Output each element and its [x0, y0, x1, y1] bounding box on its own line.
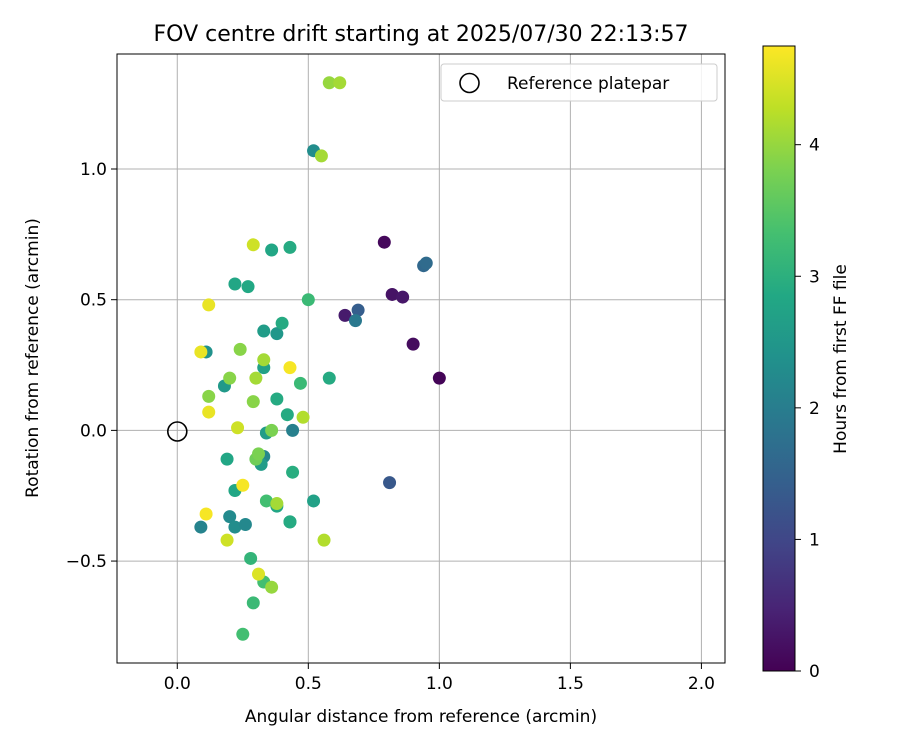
data-point	[317, 533, 331, 547]
data-point	[202, 298, 216, 312]
data-point	[338, 308, 352, 322]
data-point	[202, 405, 216, 419]
y-tick-label: 1.0	[80, 160, 107, 180]
colorbar-tick-label: 4	[809, 136, 820, 156]
data-point	[265, 243, 279, 257]
data-point	[236, 478, 250, 492]
legend-entry: Reference platepar	[507, 74, 669, 94]
x-axis-ticks: 0.0 0.5 1.0 1.5 2.0	[164, 663, 715, 694]
colorbar-tick-label: 2	[809, 399, 820, 419]
colorbar-tick-label: 0	[809, 662, 820, 682]
y-tick-label: 0.5	[80, 291, 107, 311]
data-point	[322, 76, 336, 90]
x-tick-label: 2.0	[688, 674, 715, 694]
x-tick-label: 0.5	[295, 674, 322, 694]
data-point	[228, 277, 242, 291]
data-point	[283, 515, 297, 529]
grid	[117, 54, 725, 663]
data-point	[252, 567, 266, 581]
data-point	[220, 533, 234, 547]
data-point	[223, 510, 237, 524]
data-point	[199, 507, 213, 521]
data-point	[202, 389, 216, 403]
plot-frame	[116, 53, 726, 664]
y-axis-label: Rotation from reference (arcmin)	[23, 218, 43, 498]
colorbar-gradient	[762, 45, 796, 672]
data-point	[228, 520, 242, 534]
data-point	[233, 342, 247, 356]
data-point	[238, 517, 252, 531]
data-point	[286, 465, 300, 479]
data-point	[231, 421, 245, 435]
data-point	[223, 371, 237, 385]
data-point	[194, 345, 208, 359]
data-point	[257, 324, 271, 338]
legend: Reference platepar	[440, 63, 718, 102]
x-tick-label: 1.0	[426, 674, 453, 694]
data-point	[348, 314, 362, 328]
x-axis-label: Angular distance from reference (arcmin)	[245, 707, 597, 727]
data-point	[406, 337, 420, 351]
data-point	[265, 423, 279, 437]
colorbar-tick-label: 1	[809, 530, 820, 550]
data-point	[383, 476, 397, 490]
data-point	[333, 76, 347, 90]
colorbar-tick-label: 3	[809, 267, 820, 287]
data-point	[396, 290, 410, 304]
data-point	[385, 287, 399, 301]
data-point	[286, 423, 300, 437]
data-point	[296, 410, 310, 424]
data-point	[220, 452, 234, 466]
data-point	[249, 371, 263, 385]
data-point	[270, 327, 284, 341]
data-point	[280, 408, 294, 422]
chart-title: FOV centre drift starting at 2025/07/30 …	[154, 22, 689, 47]
legend-marker	[459, 72, 480, 94]
data-point	[293, 376, 307, 390]
data-point	[257, 353, 271, 367]
data-point	[194, 520, 208, 534]
x-tick-label: 1.5	[557, 674, 584, 694]
colorbar-label: Hours from first FF file	[831, 264, 851, 454]
data-point	[259, 494, 273, 508]
colorbar: 0 1 2 3 4 Hours from first FF file	[762, 45, 851, 682]
data-point	[377, 235, 391, 249]
data-point	[246, 238, 260, 252]
data-point	[432, 371, 446, 385]
y-axis-ticks: −0.5 0.0 0.5 1.0	[66, 160, 117, 572]
data-point	[314, 149, 328, 163]
data-point	[351, 303, 365, 317]
data-point	[270, 392, 284, 406]
legend-box	[440, 63, 718, 102]
data-point	[322, 371, 336, 385]
data-point	[241, 280, 255, 294]
data-point	[419, 256, 433, 270]
y-tick-label: 0.0	[80, 421, 107, 441]
data-point	[236, 627, 250, 641]
y-tick-label: −0.5	[66, 552, 107, 572]
reference-platepar-marker	[167, 421, 188, 442]
data-point	[301, 293, 315, 307]
data-point	[265, 580, 279, 594]
data-point	[283, 361, 297, 375]
data-point	[246, 395, 260, 409]
data-points	[194, 76, 446, 641]
data-point	[244, 551, 258, 565]
x-tick-label: 0.0	[164, 674, 191, 694]
data-point	[270, 497, 284, 511]
data-point	[307, 494, 321, 508]
colorbar-ticks: 0 1 2 3 4	[795, 136, 820, 682]
data-point	[275, 316, 289, 330]
data-point	[246, 596, 260, 610]
data-point	[283, 240, 297, 254]
data-point	[252, 447, 266, 461]
